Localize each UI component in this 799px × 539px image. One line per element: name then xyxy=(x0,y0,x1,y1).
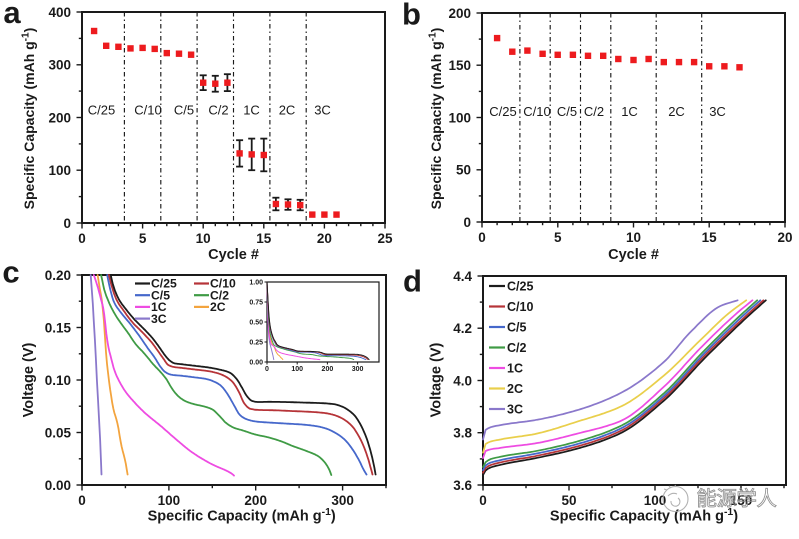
svg-text:3C: 3C xyxy=(709,104,726,119)
svg-text:200: 200 xyxy=(322,366,334,373)
svg-text:50: 50 xyxy=(561,493,576,508)
svg-text:150: 150 xyxy=(448,58,471,73)
svg-text:C/2: C/2 xyxy=(210,288,229,302)
svg-text:5: 5 xyxy=(554,230,562,245)
svg-text:C/5: C/5 xyxy=(174,103,194,118)
svg-text:Cycle #: Cycle # xyxy=(608,247,659,263)
svg-text:100: 100 xyxy=(158,493,181,508)
svg-text:3.8: 3.8 xyxy=(453,426,472,441)
svg-text:0: 0 xyxy=(78,493,86,508)
svg-text:Voltage (V): Voltage (V) xyxy=(21,343,37,418)
svg-text:Specific Capacity (mAh g-1): Specific Capacity (mAh g-1) xyxy=(428,28,444,210)
svg-text:Specific Capacity (mAh g-1): Specific Capacity (mAh g-1) xyxy=(550,507,738,525)
svg-text:0.50: 0.50 xyxy=(249,320,263,327)
svg-text:C/25: C/25 xyxy=(151,277,177,291)
svg-text:0: 0 xyxy=(265,366,269,373)
svg-text:4.4: 4.4 xyxy=(453,269,472,284)
svg-text:15: 15 xyxy=(256,231,272,246)
svg-text:4.2: 4.2 xyxy=(453,321,472,336)
svg-text:C/25: C/25 xyxy=(507,279,533,293)
svg-text:0: 0 xyxy=(63,216,71,231)
svg-text:100: 100 xyxy=(644,493,667,508)
svg-text:2C: 2C xyxy=(210,300,226,314)
svg-text:400: 400 xyxy=(48,5,71,20)
svg-text:3C: 3C xyxy=(151,312,167,326)
svg-text:0.20: 0.20 xyxy=(45,268,71,283)
svg-text:1C: 1C xyxy=(151,300,167,314)
svg-text:C/10: C/10 xyxy=(134,103,161,118)
svg-text:C/25: C/25 xyxy=(489,104,516,119)
svg-text:2C: 2C xyxy=(279,103,296,118)
svg-text:0.75: 0.75 xyxy=(249,300,263,307)
svg-text:200: 200 xyxy=(48,110,71,125)
svg-text:0: 0 xyxy=(463,215,471,230)
svg-text:C/10: C/10 xyxy=(210,277,236,291)
svg-text:4.0: 4.0 xyxy=(453,373,472,388)
svg-text:50: 50 xyxy=(456,163,471,178)
svg-text:a: a xyxy=(3,0,21,30)
svg-text:1C: 1C xyxy=(507,361,523,375)
svg-text:300: 300 xyxy=(331,493,354,508)
svg-text:c: c xyxy=(2,255,19,290)
svg-text:15: 15 xyxy=(702,230,718,245)
svg-text:1.00: 1.00 xyxy=(249,280,263,287)
svg-text:3.6: 3.6 xyxy=(453,478,472,493)
svg-text:2C: 2C xyxy=(668,104,685,119)
svg-text:0: 0 xyxy=(478,230,486,245)
svg-text:C/5: C/5 xyxy=(151,288,170,302)
svg-text:C/5: C/5 xyxy=(557,104,577,119)
svg-text:0.00: 0.00 xyxy=(249,360,263,367)
svg-text:C/25: C/25 xyxy=(88,103,115,118)
svg-text:100: 100 xyxy=(48,163,71,178)
svg-text:300: 300 xyxy=(48,58,71,73)
svg-text:300: 300 xyxy=(352,366,364,373)
svg-text:0: 0 xyxy=(479,493,487,508)
svg-text:1C: 1C xyxy=(621,104,638,119)
svg-text:0.10: 0.10 xyxy=(45,373,71,388)
svg-text:Voltage (V): Voltage (V) xyxy=(429,343,445,418)
svg-text:C/2: C/2 xyxy=(584,104,604,119)
svg-text:0: 0 xyxy=(78,231,86,246)
svg-text:20: 20 xyxy=(777,230,792,245)
svg-text:10: 10 xyxy=(626,230,641,245)
svg-text:Specific Capacity (mAh g-1): Specific Capacity (mAh g-1) xyxy=(21,28,37,210)
svg-text:1C: 1C xyxy=(243,103,260,118)
svg-text:0.25: 0.25 xyxy=(249,340,263,347)
svg-text:b: b xyxy=(402,0,421,32)
svg-text:3C: 3C xyxy=(314,103,331,118)
svg-text:10: 10 xyxy=(196,231,211,246)
svg-text:5: 5 xyxy=(139,231,147,246)
svg-text:25: 25 xyxy=(377,231,393,246)
svg-text:0.00: 0.00 xyxy=(45,478,71,493)
svg-text:0.15: 0.15 xyxy=(45,320,72,335)
svg-text:Cycle #: Cycle # xyxy=(208,247,259,263)
svg-text:20: 20 xyxy=(317,231,332,246)
svg-text:C/10: C/10 xyxy=(507,300,533,314)
svg-text:200: 200 xyxy=(448,6,471,21)
svg-text:3C: 3C xyxy=(507,402,523,416)
svg-text:2C: 2C xyxy=(507,382,523,396)
svg-text:C/10: C/10 xyxy=(523,104,550,119)
svg-text:C/5: C/5 xyxy=(507,320,527,334)
svg-text:100: 100 xyxy=(448,110,471,125)
svg-text:d: d xyxy=(403,264,422,299)
svg-text:0.05: 0.05 xyxy=(45,425,72,440)
svg-text:C/2: C/2 xyxy=(507,341,527,355)
svg-text:C/2: C/2 xyxy=(208,103,228,118)
svg-text:200: 200 xyxy=(244,493,267,508)
svg-text:Specific Capacity (mAh g-1): Specific Capacity (mAh g-1) xyxy=(148,507,336,525)
svg-text:100: 100 xyxy=(291,366,303,373)
